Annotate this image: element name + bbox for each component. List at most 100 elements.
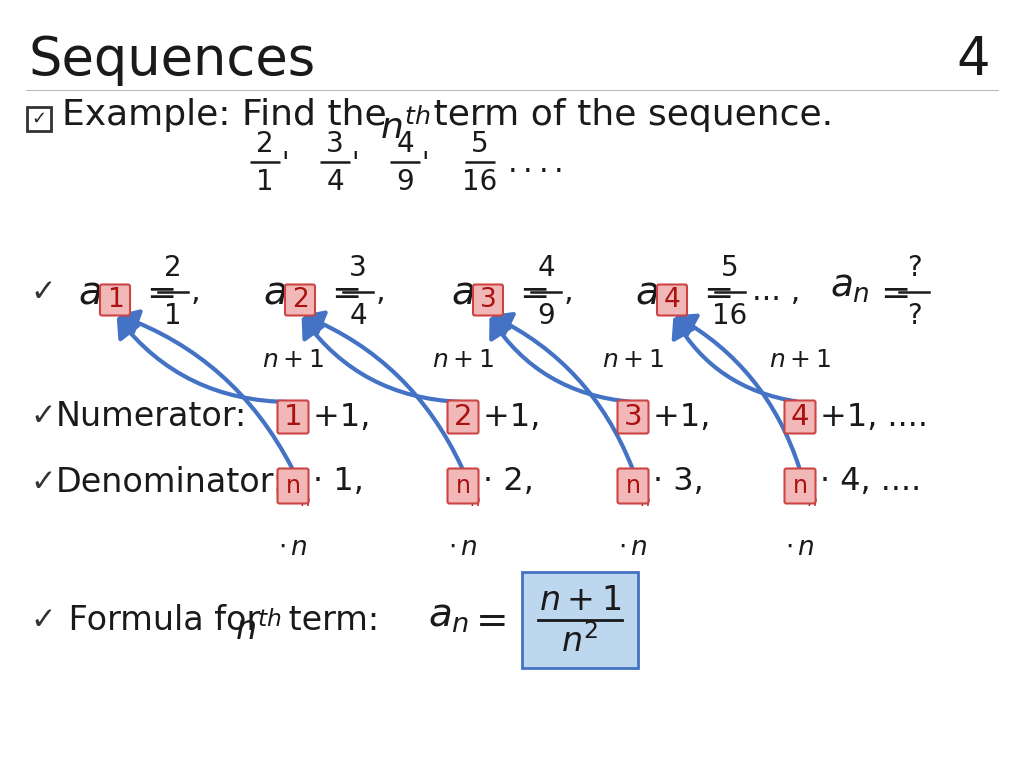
Text: $a$: $a$ [78,273,101,311]
Text: n: n [626,474,640,498]
Text: $a_n$: $a_n$ [830,269,869,305]
Text: +1,: +1, [313,402,390,432]
FancyBboxPatch shape [784,400,815,433]
Text: n: n [640,494,649,509]
Text: $n+1$: $n+1$ [539,584,622,617]
Text: $\cdot\, n$: $\cdot\, n$ [785,535,815,561]
Text: 4: 4 [956,34,990,86]
FancyBboxPatch shape [657,284,687,316]
Text: ': ' [422,150,438,178]
Text: ✓: ✓ [30,605,55,634]
Text: ?: ? [906,302,922,330]
Text: $n+1$: $n+1$ [769,348,831,372]
Text: 9: 9 [538,302,555,330]
FancyBboxPatch shape [617,468,648,504]
FancyBboxPatch shape [473,284,503,316]
Text: $a$: $a$ [263,273,286,311]
FancyBboxPatch shape [285,284,315,316]
Text: · 1,: · 1, [313,466,384,498]
Text: $=$: $=$ [324,275,359,309]
Text: 4: 4 [664,287,680,313]
Text: 2: 2 [164,254,182,282]
Text: $=$: $=$ [468,601,506,639]
Text: ,: , [376,277,386,306]
Text: ': ' [282,150,298,178]
Text: $=$: $=$ [873,275,908,309]
Text: $=$: $=$ [696,275,731,309]
Text: term of the sequence.: term of the sequence. [422,98,834,132]
Text: $\cdot\, n$: $\cdot\, n$ [618,535,648,561]
Text: 3: 3 [326,130,344,158]
FancyBboxPatch shape [447,468,478,504]
FancyBboxPatch shape [278,400,308,433]
Text: 3: 3 [479,287,497,313]
Text: n: n [470,494,479,509]
Text: $\mathit{....}$: $\mathit{....}$ [507,150,562,178]
Text: Example: Find the: Example: Find the [62,98,398,132]
Text: ': ' [352,150,369,178]
Text: ,: , [564,277,573,306]
Text: Sequences: Sequences [28,34,315,86]
Text: $a$: $a$ [451,273,474,311]
Text: 4: 4 [349,302,367,330]
FancyBboxPatch shape [522,572,638,668]
Text: ... ,: ... , [752,277,801,306]
Text: n: n [456,474,470,498]
Text: Numerator:: Numerator: [56,400,247,433]
Text: $n^{th}$: $n^{th}$ [234,612,282,647]
Text: +1,: +1, [653,402,731,432]
Text: 4: 4 [538,254,555,282]
Text: ?: ? [906,254,922,282]
Text: $n+1$: $n+1$ [262,348,324,372]
Text: term:: term: [278,604,379,637]
Text: n: n [286,474,300,498]
Text: $=$: $=$ [512,275,548,309]
Text: Formula for: Formula for [58,604,271,637]
FancyBboxPatch shape [27,107,51,131]
Text: $\cdot\, n$: $\cdot\, n$ [279,535,308,561]
FancyBboxPatch shape [278,468,308,504]
Text: · 4, ....: · 4, .... [820,466,922,498]
FancyBboxPatch shape [617,400,648,433]
Text: n: n [793,474,808,498]
Text: 4: 4 [791,403,809,431]
Text: 3: 3 [349,254,367,282]
Text: ✓: ✓ [30,277,55,306]
Text: n: n [300,494,309,509]
Text: 2: 2 [454,403,472,431]
Text: $n+1$: $n+1$ [602,348,665,372]
Text: $a$: $a$ [635,273,658,311]
Text: 5: 5 [471,130,488,158]
Text: · 2,: · 2, [483,466,554,498]
Text: 5: 5 [721,254,738,282]
Text: 1: 1 [106,287,123,313]
Text: ✓: ✓ [30,402,55,432]
Text: ✓: ✓ [32,110,46,128]
Text: 2: 2 [292,287,308,313]
Text: $\cdot\, n$: $\cdot\, n$ [449,535,478,561]
Text: $n^{th}$: $n^{th}$ [380,109,431,146]
Text: $n+1$: $n+1$ [432,348,494,372]
Text: 16: 16 [463,168,498,196]
Text: 1: 1 [164,302,182,330]
Text: $n^2$: $n^2$ [561,624,599,660]
Text: +1, ....: +1, .... [820,402,928,432]
Text: 4: 4 [327,168,344,196]
FancyBboxPatch shape [447,400,478,433]
Text: · 3,: · 3, [653,466,724,498]
Text: 1: 1 [284,403,302,431]
Text: 3: 3 [624,403,642,431]
Text: ✓: ✓ [30,468,55,496]
Text: $=$: $=$ [139,275,174,309]
Text: 16: 16 [713,302,748,330]
FancyBboxPatch shape [100,284,130,316]
Text: 4: 4 [396,130,414,158]
Text: +1,: +1, [483,402,560,432]
FancyBboxPatch shape [784,468,815,504]
Text: 1: 1 [256,168,273,196]
Text: $a_n$: $a_n$ [428,597,469,635]
Text: 9: 9 [396,168,414,196]
Text: n: n [807,494,816,509]
Text: 2: 2 [256,130,273,158]
Text: ,: , [191,277,201,306]
